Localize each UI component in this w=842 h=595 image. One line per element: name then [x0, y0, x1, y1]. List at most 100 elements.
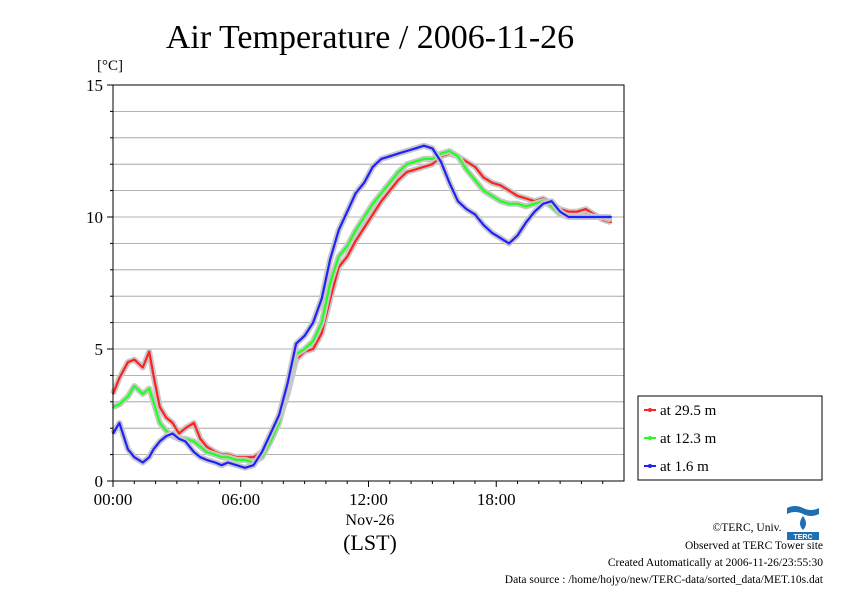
- data-point: [199, 437, 202, 440]
- data-point: [388, 189, 391, 192]
- data-point: [303, 348, 306, 350]
- data-point: [261, 451, 263, 453]
- legend-label: at 29.5 m: [660, 403, 717, 419]
- data-point: [423, 144, 425, 147]
- data-point: [576, 210, 579, 213]
- data-point: [499, 200, 502, 203]
- data-point: [414, 168, 417, 171]
- data-point: [474, 213, 476, 216]
- data-point: [312, 321, 314, 324]
- data-point: [141, 393, 144, 395]
- data-point: [205, 445, 208, 448]
- data-point: [482, 224, 485, 226]
- data-point: [371, 165, 374, 168]
- data-point: [593, 216, 596, 218]
- data-point: [499, 184, 502, 187]
- data-point: [295, 342, 297, 345]
- footer-source: Data source : /home/hojyo/new/TERC-data/…: [504, 574, 823, 586]
- data-point: [431, 163, 434, 166]
- data-point: [354, 229, 357, 232]
- data-point: [133, 456, 136, 459]
- data-point: [457, 200, 459, 203]
- data-point: [354, 192, 357, 195]
- data-point: [525, 197, 527, 200]
- data-point: [508, 189, 510, 192]
- data-point: [491, 195, 493, 197]
- data-point: [152, 374, 155, 377]
- x-tick-label: 00:00: [94, 490, 133, 509]
- data-point: [193, 451, 195, 453]
- data-point: [567, 210, 570, 213]
- data-point: [127, 361, 129, 364]
- data-point: [363, 216, 366, 218]
- data-point: [388, 181, 391, 184]
- data-point: [482, 176, 485, 179]
- y-tick-label: 10: [86, 208, 103, 227]
- data-point: [133, 385, 136, 387]
- data-point: [533, 202, 536, 205]
- data-point: [397, 179, 400, 181]
- data-point: [516, 195, 519, 197]
- series-layer: [110, 142, 613, 471]
- data-point: [158, 406, 161, 408]
- legend-label: at 12.3 m: [660, 431, 717, 447]
- data-point: [329, 258, 332, 261]
- logo-text: TERC: [793, 534, 812, 541]
- data-point: [148, 350, 151, 353]
- data-point: [474, 179, 476, 181]
- data-point: [178, 432, 180, 435]
- data-point: [193, 440, 195, 443]
- footer-observed: Observed at TERC Tower site: [684, 540, 823, 552]
- y-tick-label: 0: [95, 472, 104, 491]
- data-point: [440, 160, 442, 163]
- data-point: [312, 348, 314, 350]
- grid: [113, 111, 624, 456]
- plot-frame: [112, 84, 625, 482]
- y-ticks: 0 5 10 15: [86, 76, 113, 491]
- data-point: [148, 456, 151, 459]
- data-point: [601, 216, 604, 218]
- data-point: [148, 387, 151, 390]
- data-point: [405, 150, 408, 152]
- data-point: [193, 422, 195, 424]
- x-ticks: 00:00 06:00 12:00 18:00: [94, 481, 604, 509]
- data-point: [220, 456, 223, 459]
- data-point: [337, 255, 340, 258]
- x-tick-label: 18:00: [477, 490, 516, 509]
- data-point: [397, 152, 400, 155]
- data-point: [508, 202, 510, 205]
- data-point: [576, 216, 579, 218]
- data-point: [542, 202, 544, 205]
- data-point: [363, 226, 366, 229]
- data-point: [118, 377, 121, 379]
- data-point: [320, 332, 323, 335]
- data-point: [491, 231, 493, 234]
- data-point: [371, 213, 374, 216]
- data-point: [388, 155, 391, 158]
- data-point: [141, 366, 144, 369]
- data-point: [127, 395, 129, 398]
- data-point: [584, 216, 587, 218]
- data-point: [380, 158, 383, 160]
- data-point: [278, 414, 280, 416]
- data-point: [158, 422, 161, 424]
- data-point: [199, 456, 202, 459]
- data-point: [165, 429, 168, 432]
- x-date-label: Nov-26: [346, 512, 395, 529]
- data-point: [567, 216, 570, 218]
- data-point: [214, 461, 217, 464]
- y-tick-label: 5: [95, 340, 104, 359]
- footer-created: Created Automatically at 2006-11-26/23:5…: [607, 557, 823, 569]
- terc-logo-icon: TERC: [783, 502, 823, 542]
- data-point: [380, 192, 383, 195]
- legend-marker: [648, 464, 652, 468]
- data-point: [448, 181, 451, 184]
- data-point: [220, 464, 223, 467]
- data-point: [133, 358, 136, 361]
- data-point: [533, 210, 536, 213]
- footer-copyright: ©TERC, Univ. Tsukuba: [712, 522, 823, 534]
- data-point: [320, 297, 323, 300]
- data-point: [244, 459, 246, 461]
- data-point: [171, 432, 174, 435]
- data-point: [312, 340, 314, 342]
